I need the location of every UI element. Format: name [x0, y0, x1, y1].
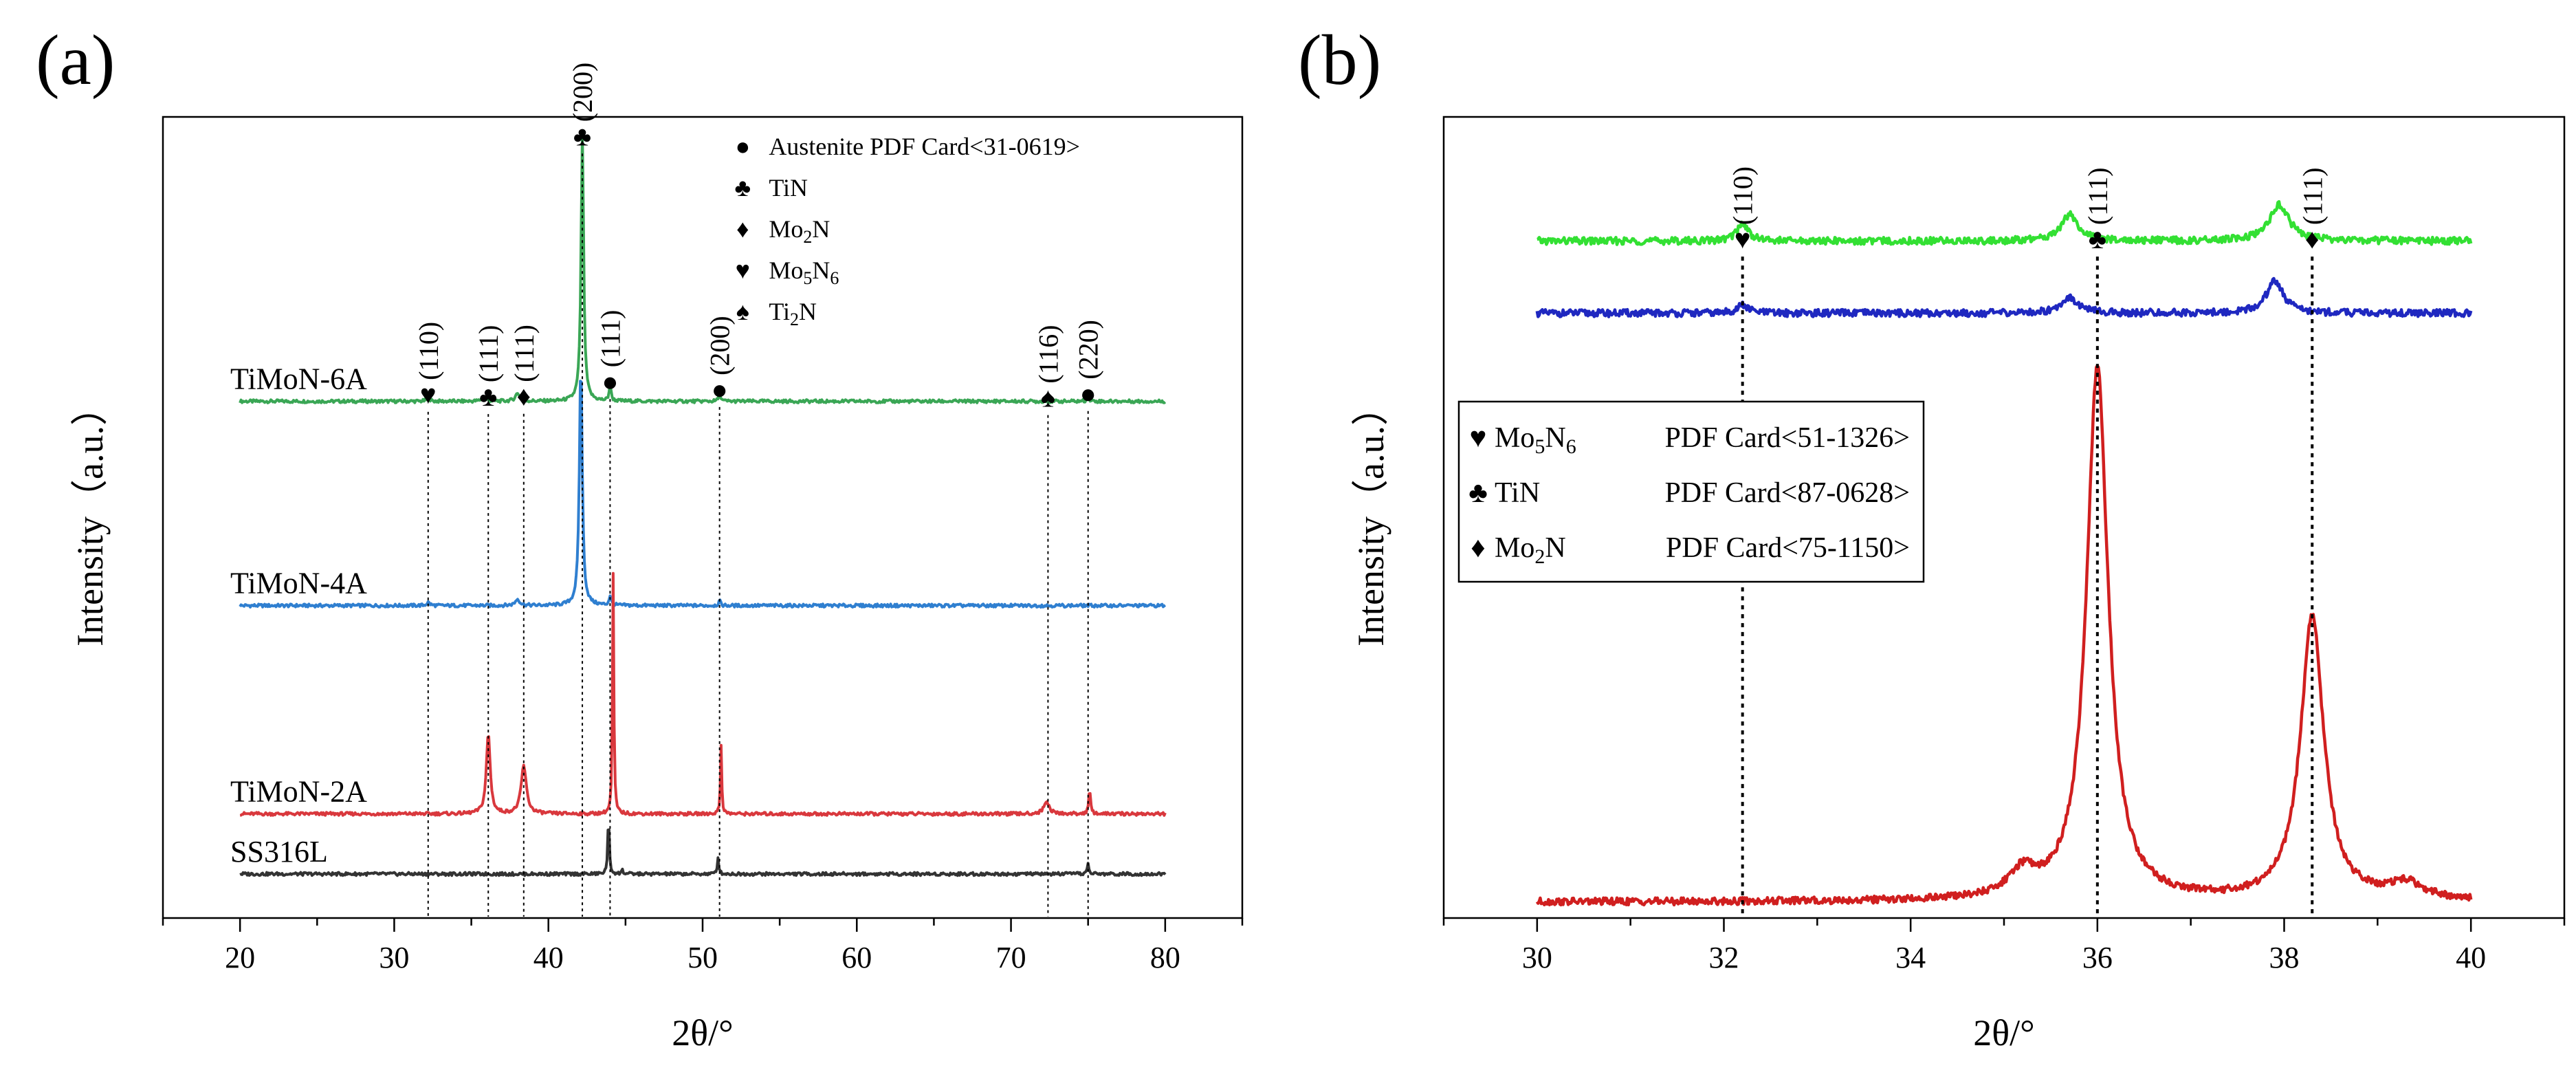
series-label: TiMoN-2A	[230, 775, 367, 809]
peak-symbol: ♠	[1041, 382, 1055, 413]
y-axis-title: Intensity（a.u.）	[69, 389, 111, 646]
legend-entry-card: PDF Card<87-0628>	[1664, 477, 1910, 509]
peak-symbol: ♣	[2089, 223, 2106, 254]
peak-markers: ♥(110)♣(111)♦(111)♣(200)●(111)●(200)♠(11…	[413, 63, 1104, 917]
legend: ● Austenite PDF Card<31-0619> ♣ TiN ♦ Mo2N ♥ Mo…	[735, 133, 1080, 329]
peak-symbol: ♥	[1735, 223, 1751, 254]
legend-entry: Mo5N6	[769, 256, 839, 288]
peak-hkl-label: (111)	[2297, 167, 2328, 225]
x-tick-label: 36	[2082, 941, 2113, 974]
series-line-red	[1535, 364, 2473, 907]
series-group	[1535, 199, 2473, 907]
series-group: TiMoN-6A TiMoN-4A TiMoN-2A SS316L	[230, 130, 1167, 877]
peak-symbol: ♦	[517, 381, 531, 412]
x-axis-title: 2θ/°	[672, 1012, 733, 1053]
panel-label: (b)	[1298, 21, 1381, 100]
peak-hkl-label: (110)	[1728, 166, 1759, 225]
peak-hkl-label: (111)	[595, 310, 626, 368]
peak-hkl-label: (200)	[567, 63, 598, 122]
peak-hkl-label: (111)	[473, 325, 504, 383]
series-line-timon-6a	[239, 130, 1167, 404]
legend-symbol: ♣	[1468, 477, 1488, 509]
x-tick-label: 30	[379, 941, 409, 974]
peak-hkl-label: (110)	[413, 322, 444, 380]
legend-entry: Austenite PDF Card<31-0619>	[769, 133, 1080, 160]
y-axis-title: Intensity（a.u.）	[1350, 389, 1391, 646]
series-line-timon-2a	[239, 571, 1167, 817]
legend-symbol: ♦	[1471, 532, 1485, 564]
legend-entry-card: PDF Card<51-1326>	[1664, 422, 1910, 454]
legend-entry-card: PDF Card<75-1150>	[1666, 532, 1910, 564]
legend-entry-name: Mo5N6	[1495, 422, 1576, 458]
series-line-timon-4a	[239, 380, 1167, 609]
series-line-green	[1537, 199, 2473, 246]
peak-symbol: ●	[602, 366, 618, 397]
panel-label: (a)	[36, 21, 115, 100]
series-label: TiMoN-4A	[230, 567, 367, 600]
x-tick-label: 40	[533, 941, 564, 974]
series-line-blue	[1535, 276, 2473, 318]
peak-hkl-label: (116)	[1033, 325, 1064, 383]
x-tick-label: 60	[841, 941, 872, 974]
series-label: TiMoN-6A	[230, 362, 367, 396]
x-tick-label: 50	[687, 941, 718, 974]
x-axis: 30 32 34 36 38 40	[1442, 918, 2566, 974]
x-tick-label: 70	[996, 941, 1026, 974]
legend-box	[1457, 400, 1925, 583]
peak-symbol: ♣	[573, 120, 591, 151]
peak-hkl-label: (200)	[705, 316, 736, 375]
series-label: SS316L	[230, 835, 328, 869]
peak-symbol: ●	[1080, 378, 1097, 409]
x-tick-label: 38	[2269, 941, 2300, 974]
peak-hkl-label: (220)	[1073, 320, 1104, 380]
peak-symbol: ♣	[479, 381, 497, 412]
panel-a: (a) 20 30 40 50 60 70 80 2θ/° Intensity（a.u.） TiMo…	[36, 21, 1244, 1053]
x-tick-label: 80	[1150, 941, 1180, 974]
peak-hkl-label: (111)	[2082, 167, 2113, 225]
legend-entry: TiN	[769, 174, 808, 201]
legend-symbol: ♥	[736, 256, 750, 284]
x-tick-label: 32	[1709, 941, 1739, 974]
legend-symbol: ♣	[735, 174, 751, 201]
legend-symbol: ♥	[1470, 422, 1487, 454]
peak-symbol: ●	[712, 374, 728, 405]
x-tick-label: 34	[1895, 941, 1926, 974]
peak-symbol: ♦	[2305, 223, 2319, 254]
legend-symbol: ♠	[736, 298, 749, 325]
legend-entry-name: Mo2N	[1495, 532, 1566, 568]
series-line-ss316l	[239, 828, 1167, 877]
x-axis-title: 2θ/°	[1973, 1012, 2034, 1053]
legend-entry: Mo2N	[769, 215, 830, 247]
panel-b: (b)30 32 34 36 38 402θ/°Intensity（a.u.）♥(110)…	[1298, 21, 2566, 1053]
x-tick-label: 30	[1522, 941, 1552, 974]
peak-hkl-label: (111)	[509, 325, 540, 382]
x-tick-label: 40	[2456, 941, 2486, 974]
x-tick-label: 20	[225, 941, 255, 974]
legend-symbol: ●	[735, 133, 750, 160]
legend-entry-name: TiN	[1495, 477, 1540, 509]
legend-entry: Ti2N	[769, 298, 817, 329]
legend-symbol: ♦	[736, 215, 749, 243]
legend: ♥ Mo5N6 PDF Card<51-1326> ♣ TiN PDF Card<87-0…	[1457, 400, 1925, 583]
peak-symbol: ♥	[420, 379, 437, 410]
peak-markers: ♥(110)♣(111)♦(111)	[1728, 166, 2328, 917]
x-axis: 20 30 40 50 60 70 80	[162, 918, 1244, 974]
